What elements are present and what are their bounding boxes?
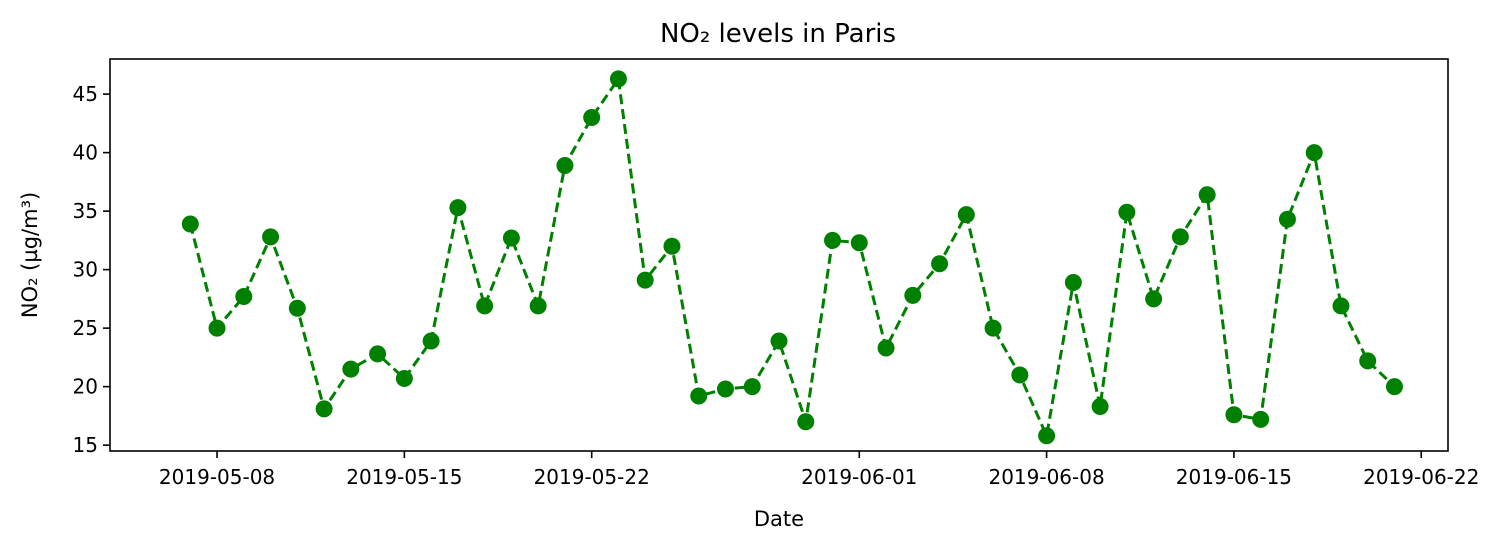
x-tick-label: 2019-05-08 <box>159 465 275 489</box>
data-point <box>342 360 360 378</box>
data-point <box>797 413 815 431</box>
data-point <box>476 297 494 315</box>
data-point <box>1171 228 1189 246</box>
plot-area <box>181 70 1403 445</box>
data-point <box>181 215 199 233</box>
data-point <box>315 400 333 418</box>
data-point <box>1385 378 1403 396</box>
data-point <box>609 70 627 88</box>
y-axis-label: NO₂ (µg/m³) <box>18 192 42 318</box>
data-point <box>502 229 520 247</box>
y-axis: 15 20 25 30 35 40 45 <box>73 82 110 457</box>
data-point <box>957 206 975 224</box>
data-point <box>770 332 788 350</box>
data-point <box>369 345 387 363</box>
data-point <box>288 299 306 317</box>
data-point <box>529 297 547 315</box>
data-point <box>1145 290 1163 308</box>
chart-title: NO₂ levels in Paris <box>660 19 896 49</box>
data-point <box>1064 273 1082 291</box>
y-tick-label: 15 <box>73 433 98 457</box>
series-line <box>188 77 1396 438</box>
y-tick-label: 40 <box>73 141 98 165</box>
y-tick-label: 35 <box>73 199 98 223</box>
data-point <box>1252 410 1270 428</box>
x-axis: 2019-05-08 2019-05-15 2019-05-22 2019-06-01… <box>159 451 1479 489</box>
data-point <box>1225 406 1243 424</box>
plot-frame <box>109 58 1449 452</box>
data-point <box>1011 366 1029 384</box>
x-tick-label: 2019-05-22 <box>534 465 650 489</box>
x-axis-label: Date <box>754 507 804 531</box>
data-point <box>208 319 226 337</box>
data-point <box>1118 203 1136 221</box>
data-point <box>1198 186 1216 204</box>
data-point <box>583 109 601 127</box>
data-point <box>984 319 1002 337</box>
x-tick-label: 2019-06-15 <box>1176 465 1292 489</box>
data-point <box>904 286 922 304</box>
data-point <box>824 231 842 249</box>
data-point <box>716 380 734 398</box>
data-point <box>931 255 949 273</box>
data-point <box>636 271 654 289</box>
x-tick-label: 2019-06-08 <box>988 465 1104 489</box>
x-tick-label: 2019-05-15 <box>346 465 462 489</box>
data-point <box>850 234 868 252</box>
data-point <box>395 369 413 387</box>
data-point <box>1359 352 1377 370</box>
data-point <box>1038 427 1056 445</box>
x-tick-label: 2019-06-01 <box>801 465 917 489</box>
data-point <box>743 378 761 396</box>
y-tick-label: 25 <box>73 316 98 340</box>
data-point <box>877 339 895 357</box>
data-point <box>449 199 467 217</box>
data-point <box>235 288 253 306</box>
data-point <box>663 237 681 255</box>
data-point <box>1091 398 1109 416</box>
y-tick-label: 20 <box>73 375 98 399</box>
data-point <box>690 387 708 405</box>
data-point <box>1332 297 1350 315</box>
y-tick-label: 45 <box>73 82 98 106</box>
y-tick-label: 30 <box>73 258 98 282</box>
data-point <box>1278 210 1296 228</box>
data-point <box>262 228 280 246</box>
data-point <box>1305 144 1323 162</box>
data-point <box>422 332 440 350</box>
x-tick-label: 2019-06-22 <box>1363 465 1479 489</box>
data-point <box>556 156 574 174</box>
